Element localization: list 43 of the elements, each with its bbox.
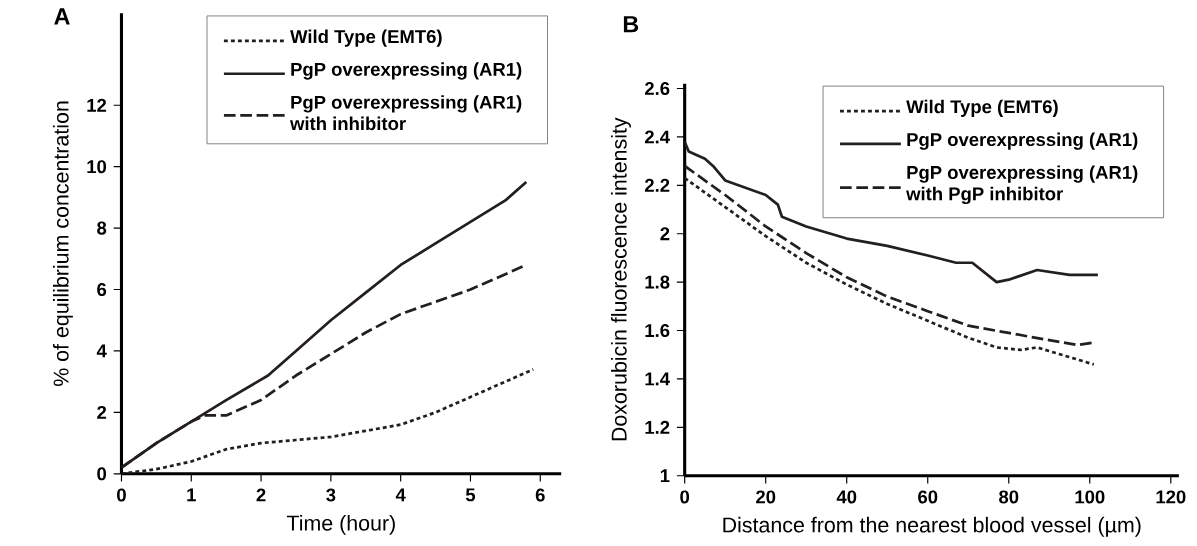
y-tick-label: 1.4 bbox=[645, 372, 670, 386]
y-tick-label: 6 bbox=[97, 283, 107, 297]
x-tick-label: 0 bbox=[680, 490, 690, 504]
y-tick-label: 2.4 bbox=[644, 130, 670, 144]
x-axis-title: Distance from the nearest blood vessel (µm) bbox=[723, 516, 1141, 537]
y-tick-label: 4 bbox=[96, 344, 107, 358]
y-axis-title: Doxorubicin fluorescence intensity bbox=[611, 117, 631, 441]
legend-label: PgP overexpressing (AR1) bbox=[907, 132, 1138, 150]
chart-title: A bbox=[54, 8, 70, 25]
chart-title: B bbox=[623, 16, 639, 33]
x-tick-label: 4 bbox=[395, 488, 406, 502]
y-tick-label: 2.2 bbox=[644, 178, 670, 192]
y-tick-label: 2 bbox=[97, 406, 107, 419]
x-tick-label: 60 bbox=[918, 490, 938, 504]
y-tick-label: 2 bbox=[660, 227, 670, 241]
y-tick-label: 2.6 bbox=[644, 82, 670, 96]
legend-label: PgP overexpressing (AR1) with inhibitor bbox=[290, 95, 522, 131]
x-tick-label: 40 bbox=[836, 490, 857, 504]
y-tick-label: 1.8 bbox=[645, 275, 670, 289]
y-tick-label: 10 bbox=[87, 160, 107, 174]
x-tick-label: 6 bbox=[535, 488, 545, 502]
x-tick-label: 3 bbox=[326, 488, 336, 502]
y-tick-label: 12 bbox=[87, 98, 107, 112]
legend-label: Wild Type (EMT6) bbox=[906, 99, 1058, 118]
x-axis-title: Time (hour) bbox=[286, 515, 395, 535]
y-axis-title: % of equilibrium concentration bbox=[52, 101, 73, 387]
line-series bbox=[121, 368, 535, 474]
x-tick-label: 20 bbox=[756, 490, 776, 504]
x-tick-label: 2 bbox=[256, 488, 266, 502]
y-tick-label: 1 bbox=[660, 469, 670, 483]
x-tick-label: 0 bbox=[117, 488, 126, 502]
y-tick-label: 0 bbox=[97, 467, 107, 481]
x-tick-label: 120 bbox=[1156, 490, 1186, 504]
x-tick-label: 1 bbox=[187, 488, 196, 502]
y-tick-label: 8 bbox=[97, 221, 107, 235]
x-tick-label: 100 bbox=[1075, 490, 1105, 504]
y-tick-label: 1.6 bbox=[645, 324, 670, 338]
y-tick-label: 1.2 bbox=[645, 420, 670, 434]
legend-label: PgP overexpressing (AR1) with PgP inhibitor bbox=[906, 165, 1138, 205]
x-tick-label: 5 bbox=[465, 488, 476, 502]
x-tick-label: 80 bbox=[999, 490, 1019, 504]
legend-label: PgP overexpressing (AR1) bbox=[291, 62, 522, 80]
legend-label: Wild Type (EMT6) bbox=[290, 29, 442, 47]
